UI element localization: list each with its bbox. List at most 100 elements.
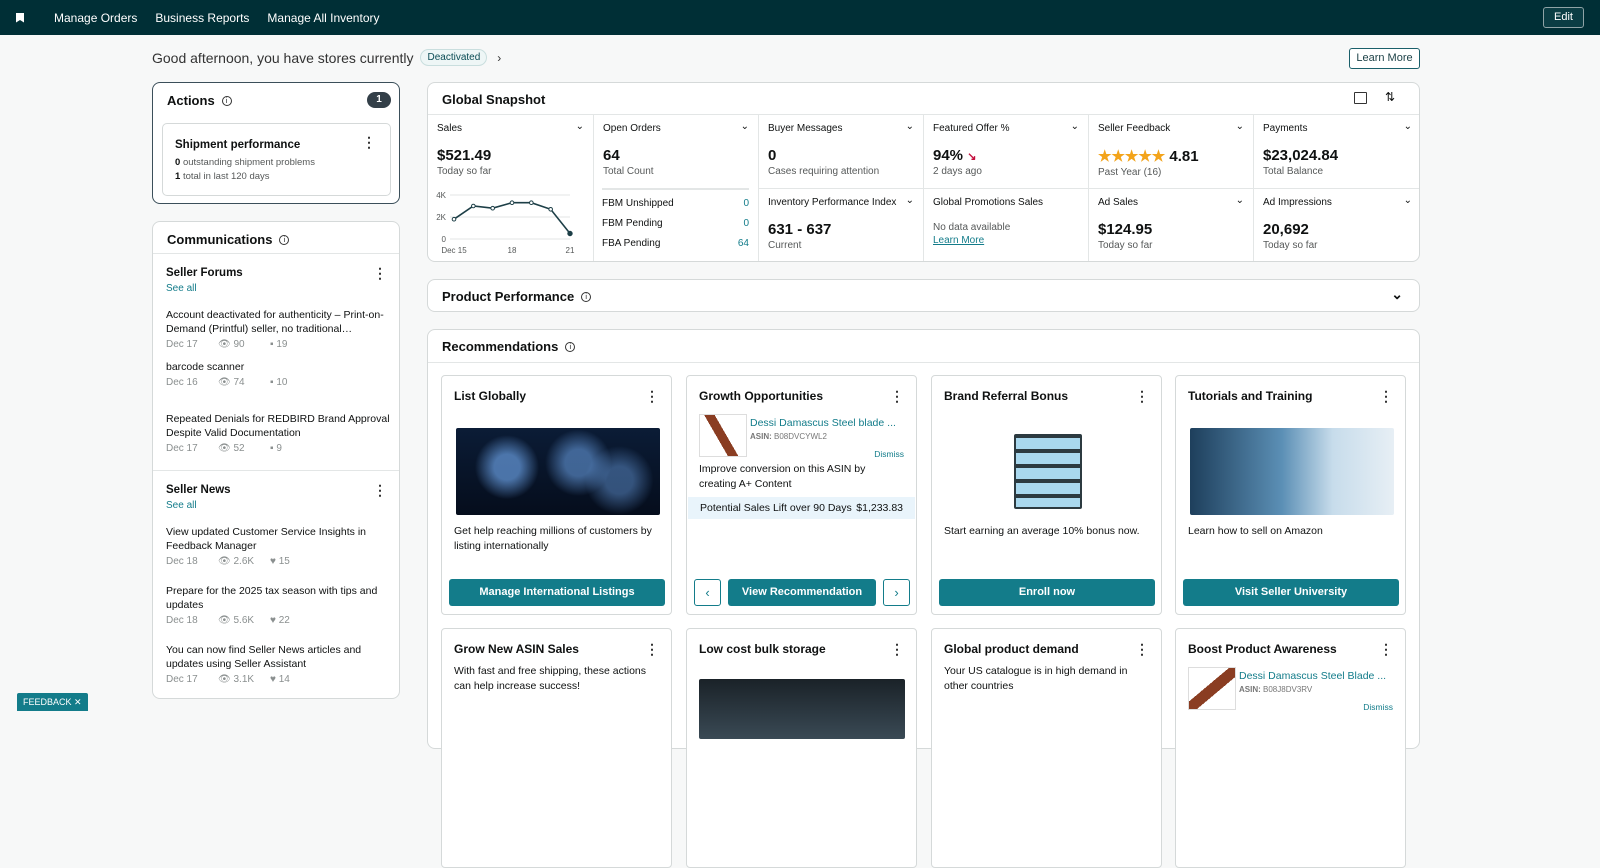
chevron-down-icon[interactable]: ⌄	[740, 121, 749, 132]
view-recommendation-button[interactable]: View Recommendation	[728, 579, 876, 606]
more-options-icon[interactable]: ⋮	[1379, 388, 1393, 404]
product-link[interactable]: Dessi Damascus Steel Blade ...	[1239, 670, 1387, 682]
info-icon[interactable]: i	[565, 341, 576, 352]
list-item[interactable]: Repeated Denials for REDBIRD Brand Appro…	[166, 412, 391, 456]
learn-more-button[interactable]: Learn More	[1349, 48, 1420, 69]
feedback-button[interactable]: FEEDBACK ✕	[17, 693, 88, 711]
status-badge[interactable]: Deactivated	[420, 49, 488, 66]
rec-desc: Improve conversion on this ASIN by creat…	[699, 463, 866, 490]
featured-offer-tile[interactable]: Featured Offer % ⌄ 94% ↘ 2 days ago	[924, 115, 1089, 189]
product-thumbnail	[1188, 667, 1236, 710]
promotions-learn-more-link[interactable]: Learn More	[933, 235, 985, 246]
order-row-value[interactable]: 0	[743, 218, 749, 229]
list-item[interactable]: You can now find Seller News articles an…	[166, 643, 391, 687]
ipi-tile[interactable]: Inventory Performance Index ⌄ 631 - 637 C…	[759, 189, 924, 261]
more-options-icon[interactable]: ⋮	[362, 134, 376, 150]
product-link[interactable]: Dessi Damascus Steel blade ...	[750, 417, 896, 429]
edit-button[interactable]: Edit	[1543, 7, 1584, 28]
news-see-all-link[interactable]: See all	[166, 500, 197, 511]
list-item[interactable]: Prepare for the 2025 tax season with tip…	[166, 584, 391, 628]
buyer-messages-tile[interactable]: Buyer Messages ⌄ 0 Cases requiring attent…	[759, 115, 924, 189]
order-row-value[interactable]: 0	[743, 198, 749, 209]
nav-business-reports[interactable]: Business Reports	[155, 10, 250, 25]
post-date: Dec 16	[166, 377, 198, 388]
promotions-tile[interactable]: Global Promotions Sales No data availabl…	[924, 189, 1089, 261]
nav-manage-inventory[interactable]: Manage All Inventory	[267, 10, 380, 25]
manage-international-listings-button[interactable]: Manage International Listings	[449, 579, 665, 606]
more-options-icon[interactable]: ⋮	[890, 641, 904, 657]
more-options-icon[interactable]: ⋮	[645, 641, 659, 657]
ad-sales-tile[interactable]: Ad Sales ⌄ $124.95 Today so far	[1089, 189, 1254, 261]
product-performance-card[interactable]: Product Performance i ⌄	[427, 279, 1420, 312]
promotions-sub: No data available	[933, 222, 1011, 233]
more-options-icon[interactable]: ⋮	[1379, 641, 1393, 657]
chevron-down-icon[interactable]: ⌄	[1235, 195, 1244, 206]
chevron-down-icon[interactable]: ⌄	[1403, 121, 1412, 132]
actions-card: Actions i 1 Shipment performance ⋮ 0 outs…	[152, 82, 400, 204]
list-item[interactable]: View updated Customer Service Insights i…	[166, 525, 391, 569]
chevron-down-icon[interactable]: ⌄	[1070, 121, 1079, 132]
chevron-down-icon[interactable]: ⌄	[575, 121, 584, 132]
list-item[interactable]: barcode scanner Dec 16 👁 74 ▪ 10	[166, 360, 391, 390]
more-options-icon[interactable]: ⋮	[1135, 641, 1149, 657]
rec-card-brand-referral: Brand Referral Bonus ⋮ Start earning an a…	[931, 375, 1162, 615]
seller-feedback-tile[interactable]: Seller Feedback ⌄ ★★★★★ 4.81 Past Year (1…	[1089, 115, 1254, 189]
chevron-down-icon[interactable]: ⌄	[1391, 286, 1403, 302]
fullscreen-icon[interactable]	[1354, 92, 1367, 104]
dismiss-link[interactable]: Dismiss	[874, 449, 904, 459]
chevron-down-icon[interactable]: ⌄	[1235, 121, 1244, 132]
more-options-icon[interactable]: ⋮	[890, 388, 904, 404]
view-count: 90	[233, 339, 245, 350]
order-row[interactable]: FBM Unshipped 0	[602, 198, 749, 218]
post-title: Repeated Denials for REDBIRD Brand Appro…	[166, 413, 390, 439]
next-chevron-button[interactable]: ›	[883, 579, 910, 606]
previous-chevron-button[interactable]: ‹	[694, 579, 721, 606]
enroll-now-button[interactable]: Enroll now	[939, 579, 1155, 606]
shipment-performance-card[interactable]: Shipment performance ⋮ 0 outstanding shi…	[162, 123, 391, 196]
heart-icon: ♥	[270, 615, 276, 626]
money-bricks-icon	[1014, 434, 1082, 509]
order-row[interactable]: FBA Pending 64	[602, 238, 749, 258]
data-point	[451, 216, 457, 222]
bookmark-icon[interactable]	[16, 12, 24, 23]
seller-feedback-label: Seller Feedback	[1098, 123, 1171, 134]
post-title: Account deactivated for authenticity – P…	[166, 309, 384, 335]
dismiss-link[interactable]: Dismiss	[1363, 702, 1393, 712]
star-rating-icon: ★★★★★	[1098, 148, 1166, 165]
payments-value: $23,024.84	[1263, 147, 1339, 164]
chevron-right-icon[interactable]: ›	[497, 50, 502, 65]
rec-title: Grow New ASIN Sales	[454, 642, 579, 656]
ad-impressions-tile[interactable]: Ad Impressions ⌄ 20,692 Today so far	[1254, 189, 1419, 261]
settings-sliders-icon[interactable]: ⇅	[1384, 90, 1395, 104]
open-orders-sub: Total Count	[603, 166, 654, 177]
info-icon[interactable]: i	[581, 291, 592, 302]
order-row-value[interactable]: 64	[737, 238, 749, 249]
more-options-icon[interactable]: ⋮	[1135, 388, 1149, 404]
more-options-icon[interactable]: ⋮	[645, 388, 659, 404]
info-icon[interactable]: i	[221, 95, 232, 106]
payments-tile[interactable]: Payments ⌄ $23,024.84 Total Balance	[1254, 115, 1419, 189]
total-label: total in last 120 days	[182, 171, 270, 182]
chevron-down-icon[interactable]: ⌄	[905, 121, 914, 132]
sales-tile[interactable]: Sales ⌄ $521.49 Today so far 0 2K 4K Dec 15 1…	[428, 115, 594, 261]
rec-title: Brand Referral Bonus	[944, 389, 1069, 403]
more-options-icon[interactable]: ⋮	[373, 482, 387, 498]
chevron-down-icon[interactable]: ⌄	[1403, 195, 1412, 206]
rec-title: Growth Opportunities	[699, 389, 823, 403]
open-orders-tile[interactable]: Open Orders ⌄ 64 Total Count FBM Unshippe…	[594, 115, 759, 261]
x-tick-label: Dec 15	[441, 246, 467, 255]
forums-see-all-link[interactable]: See all	[166, 283, 197, 294]
visit-seller-university-button[interactable]: Visit Seller University	[1183, 579, 1399, 606]
list-item[interactable]: Account deactivated for authenticity – P…	[166, 308, 391, 352]
rec-desc: Your US catalogue is in high demand in o…	[944, 665, 1128, 692]
comment-icon: ▪	[270, 443, 274, 454]
nav-manage-orders[interactable]: Manage Orders	[54, 10, 138, 25]
more-options-icon[interactable]: ⋮	[373, 265, 387, 281]
order-row[interactable]: FBM Pending 0	[602, 218, 749, 238]
chevron-down-icon[interactable]: ⌄	[905, 195, 914, 206]
asin-label: ASIN:	[1239, 685, 1261, 694]
eye-icon: 👁	[218, 339, 231, 350]
info-icon[interactable]: i	[279, 234, 290, 245]
comments-count: 10	[276, 377, 288, 388]
ad-impressions-label: Ad Impressions	[1263, 197, 1332, 208]
